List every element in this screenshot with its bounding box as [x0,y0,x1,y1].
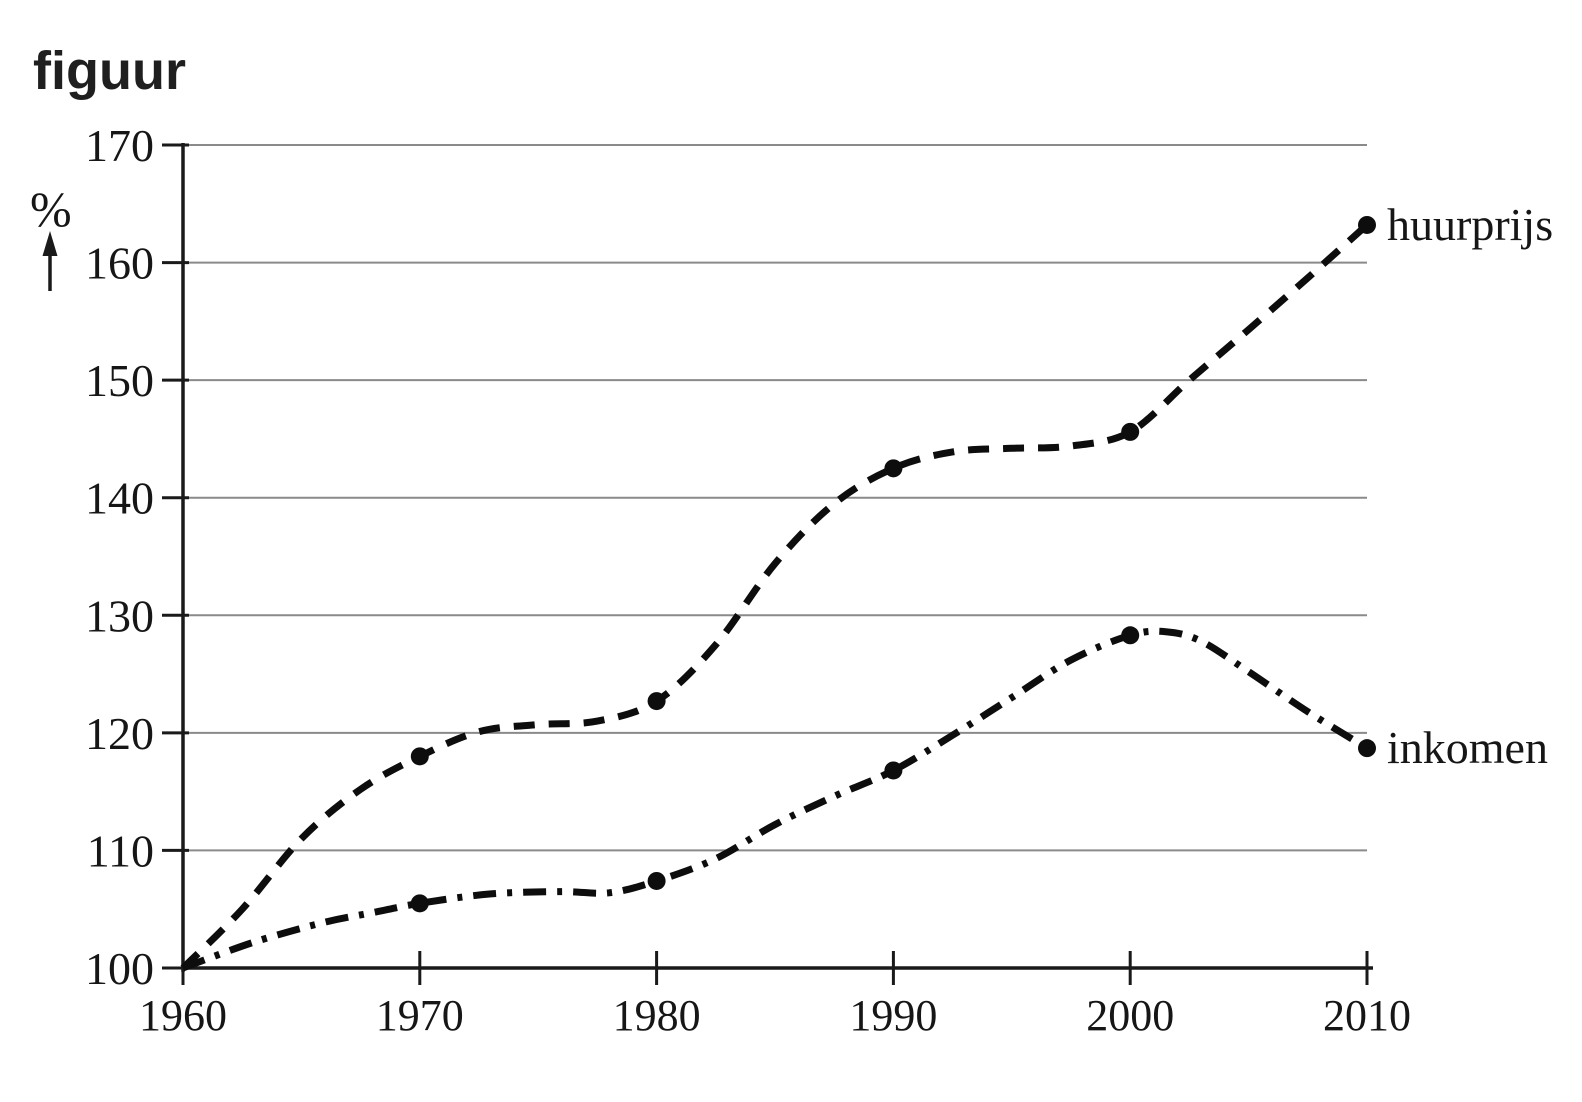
data-point-marker [410,894,429,913]
data-point-marker [1121,422,1140,441]
y-tick-label: 170 [85,120,154,171]
series-huurprijs-line [180,222,1370,971]
data-point-marker [1358,739,1376,758]
y-axis-unit-label: % [30,181,72,237]
series-huurprijs-label: huurprijs [1387,199,1553,250]
y-axis-up-arrow-icon [42,231,58,291]
y-tick-label: 160 [85,238,154,289]
x-tick-label: 2000 [1086,991,1174,1040]
axes [181,143,1373,972]
data-point-marker [410,747,429,766]
data-point-marker [884,761,903,780]
series-end-labels: huurprijs inkomen [1387,199,1553,773]
data-point-markers [410,215,1376,913]
page-title: figuur [33,41,186,101]
series-lines [180,222,1370,972]
x-tick-label: 2010 [1323,991,1411,1040]
x-tick-label: 1980 [613,991,701,1040]
y-tick-label: 110 [87,825,154,876]
y-tick-label: 150 [85,355,154,406]
tick-labels: 100 110 120 130 140 150 160 170 1960 1970 1980 1990… [85,120,1411,1040]
y-tick-label: 120 [85,708,154,759]
data-point-marker [1121,626,1140,645]
y-tick-label: 130 [85,590,154,641]
data-point-marker [884,459,903,478]
x-tick-label: 1960 [139,991,227,1040]
series-inkomen-label: inkomen [1387,722,1548,773]
x-tick-label: 1970 [376,991,464,1040]
data-point-marker [1358,215,1376,234]
tick-marks [162,143,1369,985]
data-point-marker [647,692,666,711]
gridlines [183,144,1367,852]
y-tick-label: 100 [85,943,154,994]
y-tick-label: 140 [85,473,154,524]
series-inkomen-line [181,627,1369,972]
data-point-marker [647,871,666,890]
x-tick-label: 1990 [849,991,937,1040]
